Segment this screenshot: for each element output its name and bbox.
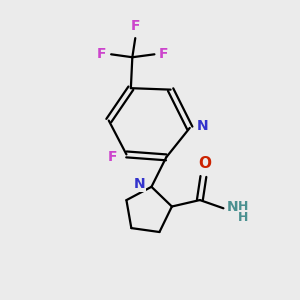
Text: F: F (130, 19, 140, 33)
Text: H: H (238, 200, 248, 213)
Text: F: F (97, 47, 107, 61)
Text: H: H (238, 211, 248, 224)
Text: F: F (108, 150, 118, 164)
Text: N: N (134, 177, 146, 191)
Text: F: F (159, 47, 168, 61)
Text: N: N (197, 119, 209, 134)
Text: O: O (198, 156, 212, 171)
Text: N: N (227, 200, 238, 214)
